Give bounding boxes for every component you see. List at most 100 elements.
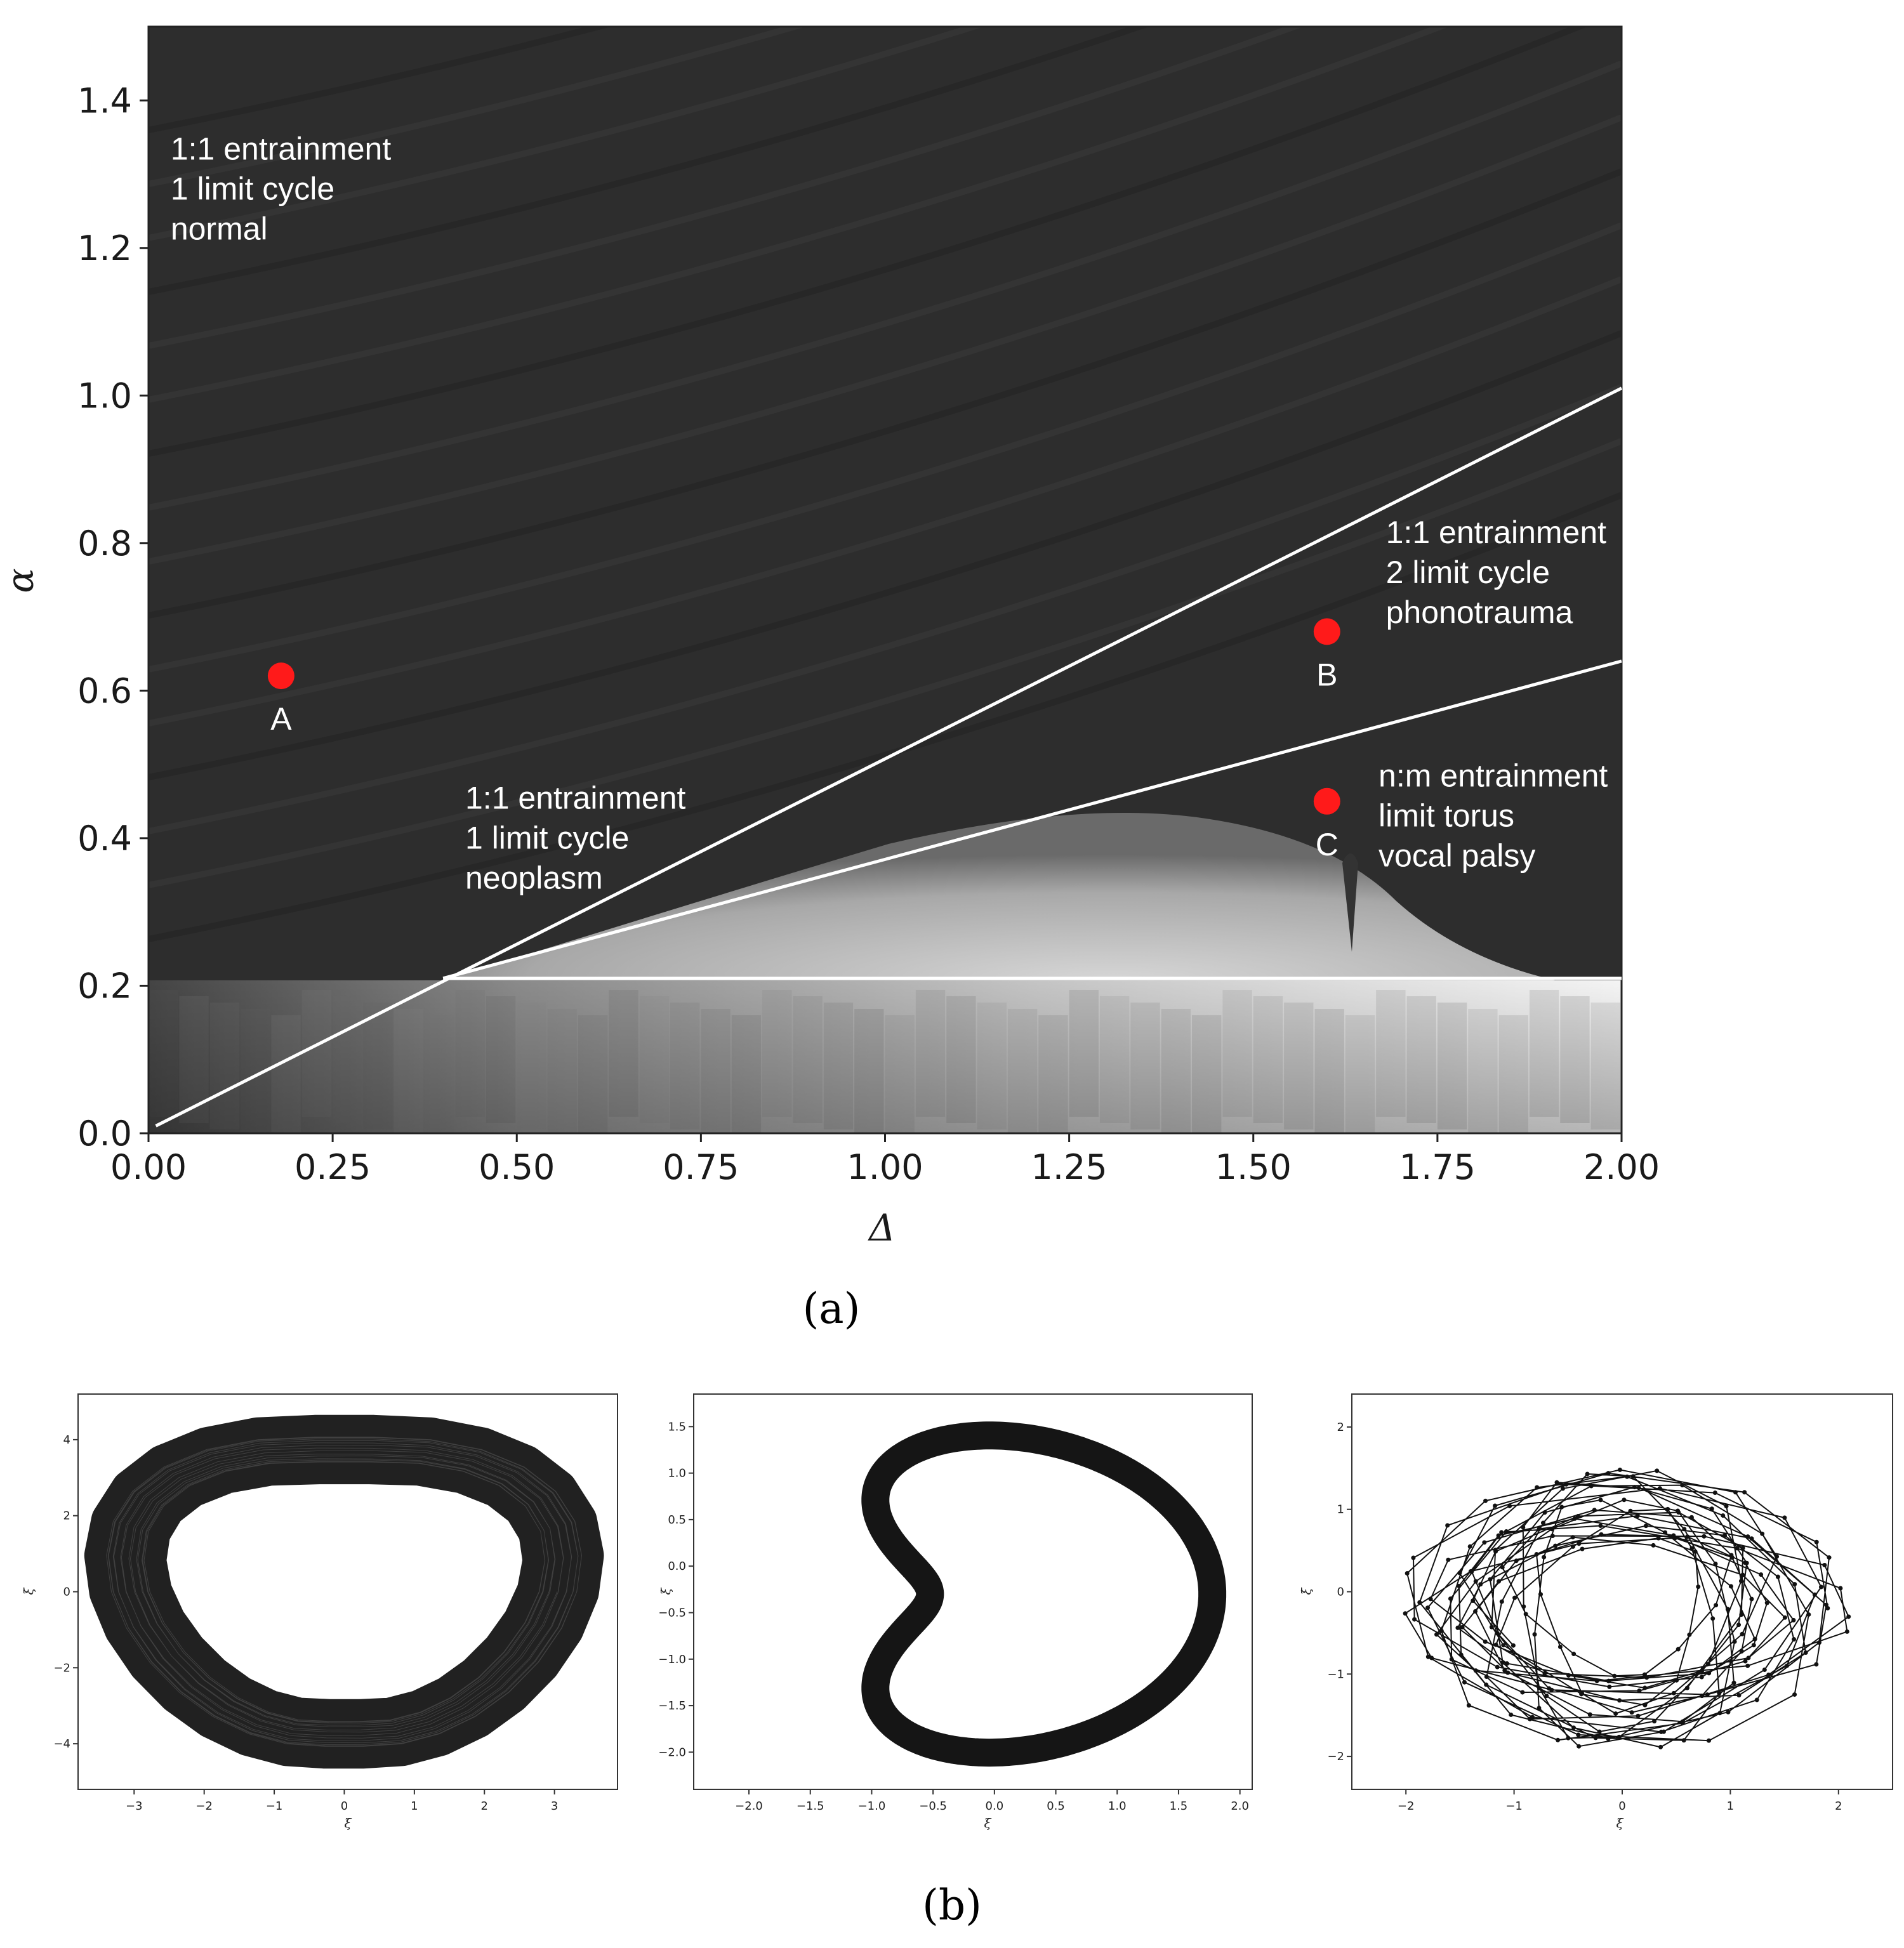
trajectory-point [1411,1555,1416,1560]
trajectory-point [1542,1555,1547,1560]
trajectory-point [1504,1661,1509,1666]
trajectory-point [1585,1471,1590,1477]
trajectory-point [1570,1535,1575,1540]
trajectory-point [1462,1680,1467,1685]
trajectory-point [1655,1468,1660,1473]
trajectory-band [861,1421,1227,1767]
trajectory-point [1553,1543,1558,1548]
trajectory-point [1502,1668,1507,1673]
x-tick-label: 1.0 [1108,1800,1127,1813]
boundary-lines [155,386,1623,1128]
y-tick-label: 1.0 [77,376,132,416]
y-tick-label: 1.5 [668,1420,686,1433]
y-tick-label: 0.8 [77,523,132,563]
trajectory-point [1484,1682,1489,1687]
trajectory-point [1736,1622,1742,1628]
trajectory-point [1676,1647,1681,1652]
heatmap-streaks [149,27,1622,942]
y-axis-label-left: ξ̇ [21,1588,36,1595]
y-tick-label: 2 [63,1510,70,1523]
trajectory-point [1521,1525,1526,1530]
trajectory-point [1537,1706,1542,1711]
trajectory-point [1792,1637,1797,1642]
trajectory-point [1493,1503,1498,1508]
trajectory-point [1540,1520,1545,1525]
streak-line [149,438,1622,888]
trajectory-point [1520,1690,1525,1695]
trajectory-point [1784,1663,1789,1668]
streak-line [149,114,1622,565]
trajectory-point [1710,1616,1716,1621]
trajectory-point [1735,1546,1740,1551]
point-b-marker [1313,618,1340,645]
x-tick-label: −1 [266,1800,283,1813]
trajectory-point [1705,1662,1710,1667]
x-tick-label: −0.5 [919,1800,947,1813]
heatmap-background [149,27,1622,1133]
streak-line [149,27,1588,457]
trajectory-point [1483,1498,1488,1503]
trajectory-point [1774,1554,1779,1559]
trajectory-point [1663,1530,1668,1535]
trajectory-point [1495,1631,1500,1636]
region-2-line-3: phonotrauma [1386,595,1573,630]
x-axis-label: Δ [868,1206,896,1249]
trajectory-point [1580,1691,1585,1696]
trajectory-point [1684,1685,1689,1690]
trajectory-point [1740,1631,1745,1636]
trajectory-point [1643,1524,1648,1529]
y-tick-label: 0.2 [77,966,132,1006]
trajectory-point [1676,1510,1681,1515]
trajectory-point [1467,1544,1472,1549]
streak-line [149,330,1622,780]
trajectory-point [1749,1596,1754,1602]
trajectory-point [1405,1571,1410,1576]
trajectory-point [1554,1480,1559,1485]
trajectory-point [1598,1497,1603,1503]
x-tick-label: 0.75 [663,1147,739,1187]
trajectory-point [1577,1744,1582,1749]
trajectory-point [1471,1598,1476,1603]
region-3-line-1: 1:1 entrainment [465,780,686,815]
trajectory-point [1700,1668,1705,1673]
trajectory-middle [861,1421,1227,1767]
trajectory-point [1759,1572,1764,1577]
trajectory-point [1501,1643,1506,1648]
trajectory-point [1466,1703,1471,1708]
trajectory-point [1511,1643,1516,1648]
trajectory-point [1572,1516,1577,1521]
trajectory-point [1493,1549,1498,1554]
streak-line [149,222,1622,673]
x-tick-label: 2 [1835,1800,1842,1813]
trajectory-point [1689,1515,1694,1520]
trajectory-point [1403,1611,1408,1616]
trajectory-point [1814,1539,1819,1544]
trajectory-point [1606,1736,1611,1741]
trajectory-point [1594,1678,1599,1683]
y-tick-label: −1.0 [658,1653,686,1666]
x-tick-label: −1.5 [797,1800,824,1813]
x-tick-label: 1.00 [847,1147,923,1187]
trajectory-line [106,1437,583,1747]
trajectory-point [1599,1532,1604,1537]
phase-portrait-middle: −2.0 −1.5 −1.0 −0.5 0.0 0.5 1.0 1.5 2.0 −2.0 −1.5 −… [658,1393,1253,1831]
trajectory-point [1657,1486,1662,1491]
ticks-right: −2 −1 0 1 2 −2 −1 0 1 2 [1327,1421,1842,1813]
trajectory-point [1483,1639,1488,1644]
y-tick-label: −2 [53,1661,70,1675]
trajectory-point [1557,1644,1563,1649]
trajectory-point [1425,1654,1431,1659]
trajectory-point [1762,1667,1767,1672]
ticks-middle: −2.0 −1.5 −1.0 −0.5 0.0 0.5 1.0 1.5 2.0 −2.0 −1.5 −… [658,1420,1249,1813]
trajectory-point [1523,1612,1528,1617]
streak-line [149,492,1622,942]
trajectory-point [1731,1680,1736,1685]
trajectory-point [1496,1533,1501,1538]
trajectory-point [1729,1555,1735,1560]
trajectory-line [1404,1469,1849,1748]
trajectory-point [1628,1508,1633,1513]
trajectory-point [1625,1474,1630,1479]
trajectory-point [1742,1490,1747,1495]
trajectory-point [1721,1513,1726,1518]
trajectory-point [1822,1563,1827,1568]
